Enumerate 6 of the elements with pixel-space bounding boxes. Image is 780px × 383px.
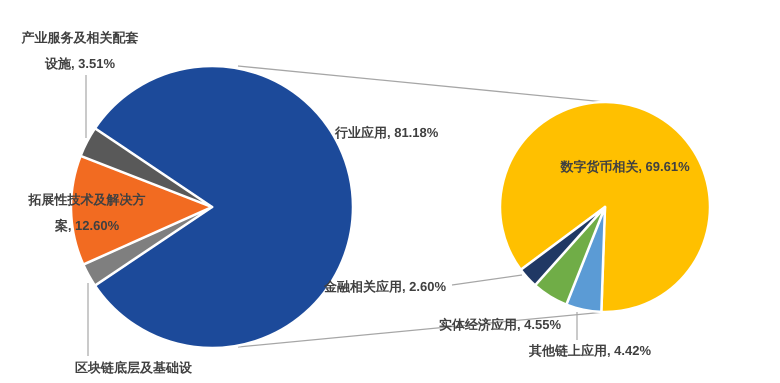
slice-label: 其他链上应用, 4.42% bbox=[528, 342, 652, 360]
slice-label: 行业应用, 81.18% bbox=[335, 124, 438, 142]
slice-label: 区块链底层及基础设 bbox=[75, 359, 192, 377]
slice-label: 产业服务及相关配套设施, 3.51% bbox=[22, 29, 138, 73]
slice-label: 实体经济应用, 4.55% bbox=[438, 316, 562, 334]
slice-label: 数字货币相关, 69.61% bbox=[560, 158, 690, 176]
